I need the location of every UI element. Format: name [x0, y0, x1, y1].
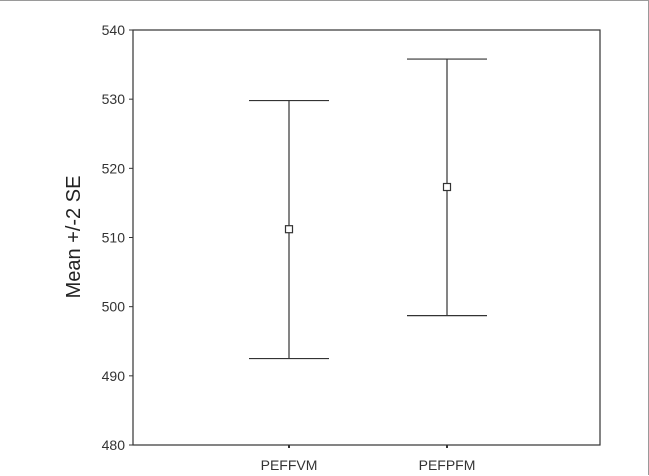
y-tick-label: 480 — [102, 437, 126, 453]
y-tick-label: 510 — [102, 230, 126, 246]
y-tick-label: 540 — [102, 22, 126, 38]
error-bar-marks — [249, 58, 487, 360]
plot-area — [132, 29, 601, 446]
mean-marker-peffvm — [284, 225, 294, 234]
y-axis: 480 490 500 510 520 530 540 — [102, 22, 133, 453]
x-tick-label: PEFFVM — [261, 457, 318, 473]
x-axis: PEFFVM PEFPFM — [261, 445, 476, 473]
y-tick-label: 500 — [102, 299, 126, 315]
y-tick-label: 530 — [102, 91, 126, 107]
y-axis-label: Mean +/-2 SE — [63, 176, 85, 299]
x-tick-label: PEFPFM — [419, 457, 476, 473]
mean-marker-pefpfm — [442, 182, 452, 192]
y-tick-label: 520 — [102, 160, 126, 176]
y-tick-label: 490 — [102, 368, 126, 384]
